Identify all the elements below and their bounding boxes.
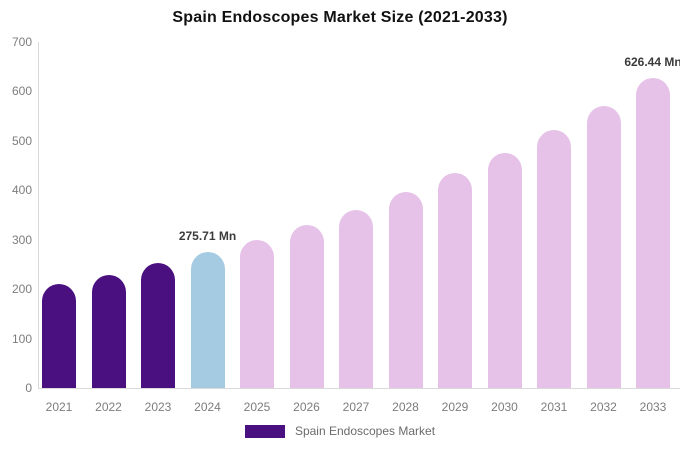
x-axis-line [38,388,680,389]
y-tick-label: 700 [11,35,32,49]
bar-2024 [190,251,225,388]
y-tick-label: 500 [11,133,32,148]
bar-2021 [42,284,76,388]
x-tick-label-2025: 2025 [243,400,271,414]
x-tick-label-2031: 2031 [540,400,568,414]
bar-2025 [240,239,274,388]
x-tick-label-2030: 2030 [491,400,518,414]
bar-2029 [438,173,472,388]
y-tick-label: 200 [11,282,32,297]
chart-title: Spain Endoscopes Market Size (2021-2033) [172,9,508,26]
value-annotation-2024: 275.71 Mn [178,228,237,243]
bar-2022 [91,274,126,388]
bar-2027 [339,209,373,388]
x-tick-label-2029: 2029 [441,400,469,414]
y-tick-label: 400 [11,183,32,198]
y-tick-label: 600 [11,84,32,99]
bar-2028 [388,192,423,388]
x-tick-label-2032: 2032 [590,400,617,414]
x-tick-label-2024: 2024 [194,400,221,414]
bar-2026 [289,224,324,388]
bar-2023 [141,263,175,388]
x-tick-label-2021: 2021 [45,400,73,414]
legend-label: Spain Endoscopes Market [294,424,436,438]
legend: Spain Endoscopes Market [0,424,680,438]
legend-swatch [244,424,285,438]
bar-2033 [636,78,670,388]
x-tick-label-2026: 2026 [293,400,320,414]
bar-2030 [487,153,522,388]
y-tick-label: 0 [25,381,32,395]
x-tick-label-2023: 2023 [144,400,172,414]
bar-2031 [537,130,571,388]
x-tick-label-2028: 2028 [392,400,419,414]
y-axis-line [38,42,39,388]
x-tick-label-2027: 2027 [342,400,370,414]
x-tick-label-2033: 2033 [639,400,667,414]
bar-2032 [586,105,621,388]
y-tick-label: 100 [11,331,32,346]
value-annotation-2033: 626.44 Mn [624,55,680,70]
x-tick-label-2022: 2022 [95,400,122,414]
y-tick-label: 300 [11,232,32,247]
